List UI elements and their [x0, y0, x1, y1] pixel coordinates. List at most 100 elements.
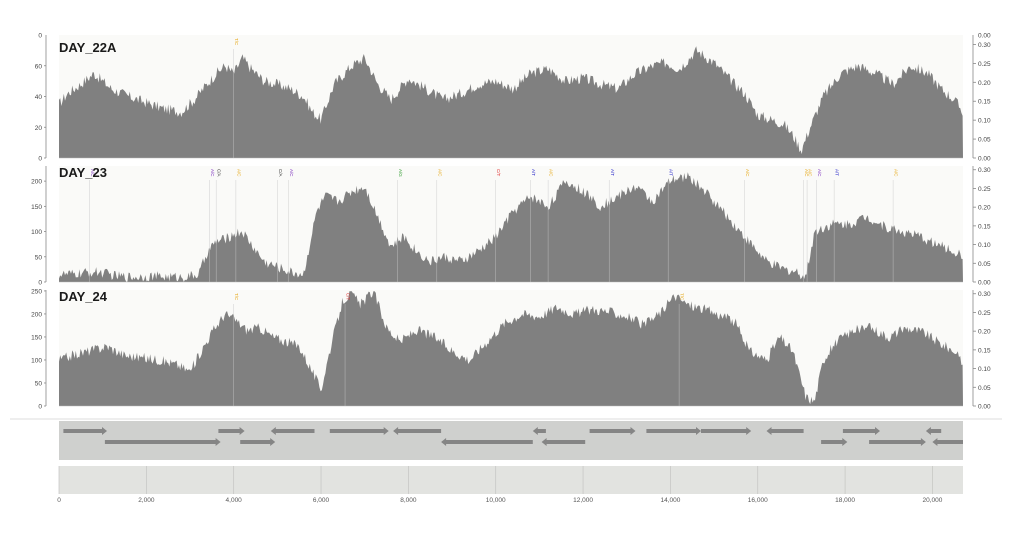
left-tick-label: 0 [38, 156, 42, 163]
right-tick-label: 0.25 [978, 186, 991, 193]
ruler-tick-label: 20,000 [922, 497, 942, 504]
gene-arrow [329, 427, 389, 435]
right-tick-label: 0.30 [978, 42, 991, 49]
track-title-day-23: DAY_23 [59, 165, 107, 180]
right-tick-label: 0.15 [978, 99, 991, 106]
left-tick-label: 150 [31, 204, 42, 211]
ruler-tick-label: 0 [57, 497, 61, 504]
variant-label: A/C [549, 169, 554, 177]
variant-label: A/C [236, 169, 241, 177]
right-tick-label: 0.05 [978, 385, 991, 392]
coverage-area [59, 291, 963, 406]
ruler-tick-label: 4,000 [226, 497, 243, 504]
right-tick-label: 0.10 [978, 118, 991, 125]
gene-arrow [869, 438, 926, 446]
gene-arrow [842, 427, 880, 435]
right-tick-label: 0.00 [978, 156, 991, 163]
right-top-label: 0.00 [978, 33, 991, 40]
left-tick-label: 20 [35, 125, 43, 132]
gene-arrow [932, 438, 963, 446]
left-top-label: 0 [38, 33, 42, 40]
gene-arrow [589, 427, 636, 435]
variant-label: A/T [669, 169, 674, 176]
coverage-area [59, 172, 963, 282]
right-tick-label: 0.15 [978, 347, 991, 354]
gene-arrow [104, 438, 221, 446]
variant-label: T/C [234, 38, 239, 46]
left-tick-label: 200 [31, 179, 42, 186]
left-tick-label: 60 [35, 63, 43, 70]
gene-arrow [393, 427, 442, 435]
right-tick-label: 0.25 [978, 310, 991, 317]
left-tick-label: 100 [31, 229, 42, 236]
variant-label: T/C [234, 293, 239, 301]
right-tick-label: 0.25 [978, 61, 991, 68]
right-tick-label: 0.20 [978, 80, 991, 87]
ruler-tick-label: 14,000 [660, 497, 680, 504]
variant-label: A/T [531, 169, 536, 176]
variant-label: A/C [90, 169, 95, 177]
left-tick-label: 50 [35, 254, 43, 261]
variant-label: A/G [398, 169, 403, 177]
variant-label: A/C [808, 169, 813, 177]
right-tick-label: 0.20 [978, 329, 991, 336]
gene-arrow [240, 438, 276, 446]
variant-label: T/C [680, 293, 685, 301]
variant-label: C/T [346, 293, 351, 301]
left-tick-label: 250 [31, 288, 42, 295]
variant-label: A/T [835, 169, 840, 176]
gene-arrow [925, 427, 942, 435]
track-title-day-24: DAY_24 [59, 289, 107, 304]
variant-label: A/C [894, 169, 899, 177]
right-tick-label: 0.15 [978, 223, 991, 230]
track-title-day-22a: DAY_22A [59, 40, 117, 55]
right-tick-label: 0.30 [978, 167, 991, 174]
gene-arrow [766, 427, 804, 435]
right-tick-label: 0.30 [978, 291, 991, 298]
variant-label: C/A [278, 169, 283, 177]
ruler-tick-label: 12,000 [573, 497, 593, 504]
coverage-track-1: 0 20 40 60 0 0.00 0.05 0.10 0.15 0.20 0.25 0.30 0.00… [35, 33, 991, 163]
ruler-tick-label: 18,000 [835, 497, 855, 504]
variant-label: C/T [496, 169, 501, 177]
gene-arrow [701, 427, 752, 435]
ruler-tick-label: 2,000 [138, 497, 155, 504]
variant-label: C/A [217, 169, 222, 177]
right-tick-label: 0.05 [978, 261, 991, 268]
right-tick-label: 0.05 [978, 137, 991, 144]
variant-label: A/C [437, 169, 442, 177]
variant-label: A/C [804, 169, 809, 177]
left-tick-label: 40 [35, 94, 43, 101]
ruler-tick-label: 8,000 [400, 497, 417, 504]
right-tick-label: 0.20 [978, 205, 991, 212]
coverage-track-2: 0 50 100 150 200 0.00 0.05 0.10 0.15 0.20 0.25 0.30… [31, 166, 991, 287]
gene-arrow [541, 438, 586, 446]
ruler-tick-label: 10,000 [486, 497, 506, 504]
variant-label: A/C [210, 169, 215, 177]
position-ruler: 0 2,000 4,000 6,000 8,000 10,000 12,000 14,000 1… [57, 466, 963, 504]
left-tick-label: 100 [31, 357, 42, 364]
variant-label: A/C [745, 169, 750, 177]
gene-arrow [646, 427, 701, 435]
right-tick-label: 0.10 [978, 242, 991, 249]
variant-label: A/C [817, 169, 822, 177]
variant-label: A/T [610, 169, 615, 176]
gene-arrow [532, 427, 546, 435]
coverage-track-3: 0 50 100 150 200 250 0.00 0.05 0.10 0.15 0.20 0.25 0… [31, 288, 991, 410]
gene-arrow [63, 427, 107, 435]
left-tick-label: 0 [38, 280, 42, 287]
gene-arrow [270, 427, 315, 435]
ruler-background [59, 466, 963, 494]
gene-arrow [218, 427, 245, 435]
gene-arrow [441, 438, 533, 446]
left-tick-label: 0 [38, 404, 42, 411]
gene-track [59, 421, 963, 460]
right-tick-label: 0.00 [978, 404, 991, 411]
right-tick-label: 0.10 [978, 366, 991, 373]
left-tick-label: 200 [31, 311, 42, 318]
coverage-area [59, 46, 963, 158]
left-tick-label: 150 [31, 334, 42, 341]
gene-arrow [821, 438, 848, 446]
